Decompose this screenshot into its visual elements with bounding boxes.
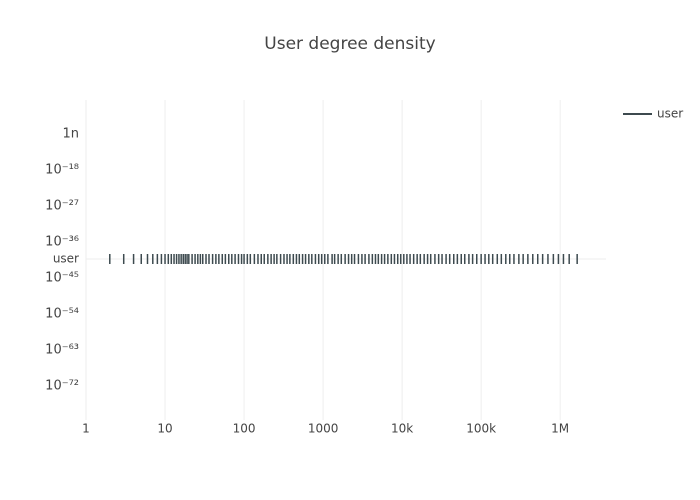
x-tick-label: 10k: [391, 422, 413, 436]
y-tick-label: 10⁻²⁷: [45, 198, 79, 213]
x-tick-label: 1000: [308, 422, 339, 436]
y-tick-label: 10⁻⁵⁴: [45, 306, 79, 321]
legend-label: user: [657, 107, 683, 121]
x-tick-label: 1M: [551, 422, 569, 436]
rug-label: user: [53, 252, 79, 266]
chart-title: User degree density: [264, 34, 435, 54]
y-tick-label: 10⁻³⁶: [45, 234, 79, 249]
x-tick-label: 1: [82, 422, 90, 436]
x-tick-label: 10: [157, 422, 172, 436]
y-tick-label: 10⁻⁷²: [45, 378, 79, 393]
y-tick-label: 1n: [62, 126, 79, 141]
y-tick-label: 10⁻⁶³: [45, 342, 79, 357]
x-tick-label: 100k: [466, 422, 496, 436]
x-tick-label: 100: [233, 422, 256, 436]
y-tick-label: 10⁻⁴⁵: [45, 270, 79, 285]
y-tick-label: 10⁻¹⁸: [45, 162, 79, 177]
